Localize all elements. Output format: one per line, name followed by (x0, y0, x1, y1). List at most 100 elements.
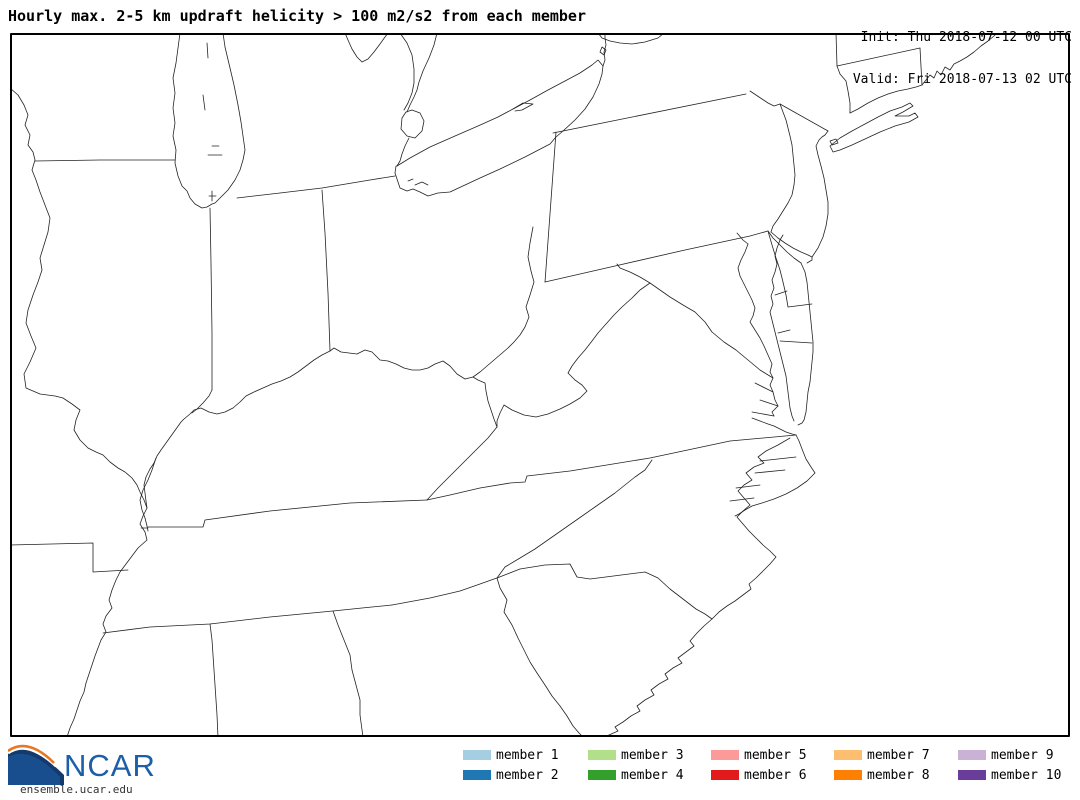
new-york-massachusetts-border (835, 33, 838, 67)
ontario-huron-shore (406, 33, 438, 113)
member-color-swatch (588, 770, 616, 780)
legend: member 1 member 2 member 3 member 4 member 5… (0, 748, 1080, 800)
weather-map (10, 33, 1070, 737)
member-color-swatch (958, 750, 986, 760)
legend-member-label: member 10 (991, 767, 1062, 783)
albemarle-pamlico-sounds (729, 456, 797, 502)
coastlines (602, 33, 998, 737)
tennessee-river (139, 457, 157, 532)
lake-michigan (172, 33, 246, 209)
legend-column: member 3 member 4 (588, 747, 684, 783)
legend-member-label: member 1 (496, 747, 559, 763)
map-svg (10, 33, 1070, 737)
member-color-swatch (834, 750, 862, 760)
run-time-info: Init: Thu 2018-07-12 00 UTC Valid: Fri 2… (853, 3, 1072, 101)
legend-member-label: member 8 (867, 767, 930, 783)
lake-ontario-shore (597, 33, 665, 45)
state-borders (10, 33, 923, 737)
connecticut-coast (849, 84, 923, 114)
new-york-pennsylvania-border (552, 93, 747, 134)
alabama-georgia-border (332, 610, 364, 737)
member-color-swatch (463, 750, 491, 760)
legend-member-label: member 3 (621, 747, 684, 763)
pennsylvania-ohio-border (544, 131, 557, 283)
legend-column: member 1 member 2 (463, 747, 559, 783)
illinois-indiana-border (209, 207, 213, 391)
legend-member-label: member 6 (744, 767, 807, 783)
new-jersey-coast (811, 130, 829, 258)
page-title: Hourly max. 2-5 km updraft helicity > 10… (8, 7, 586, 25)
mississippi-alabama-border (209, 623, 219, 737)
tennessee-north-carolina-border (496, 459, 653, 579)
mason-dixon-line (544, 230, 769, 283)
ncar-logo-icon (8, 744, 64, 785)
footer: NCAR ensemble.ucar.edu (0, 737, 1080, 800)
legend-column: member 7 member 8 (834, 747, 930, 783)
new-york-harbor-islands (829, 138, 839, 146)
michigan-south-border (236, 175, 396, 199)
map-frame-border (10, 33, 1070, 737)
legend-member-label: member 5 (744, 747, 807, 763)
lake-erie-north-shore (394, 59, 604, 174)
hampton-roads-shore (751, 417, 797, 436)
legend-column: member 5 member 6 (711, 747, 807, 783)
cape-may (806, 256, 813, 264)
chesapeake-west-shore (737, 243, 774, 379)
delmarva-atlantic-coast (797, 262, 814, 426)
detroit-river (396, 137, 410, 167)
legend-item: member 2 (463, 767, 559, 783)
member-color-swatch (958, 770, 986, 780)
long-point (512, 102, 534, 112)
chesapeake-west-shore-south (769, 377, 779, 417)
legend-item: member 7 (834, 747, 930, 763)
rivers (10, 87, 749, 737)
legend-item: member 5 (711, 747, 807, 763)
legend-item: member 3 (588, 747, 684, 763)
legend-item: member 6 (711, 767, 807, 783)
legend-member-label: member 2 (496, 767, 559, 783)
virginia-north-carolina-border (426, 434, 797, 501)
potomac-md-border (616, 263, 774, 379)
niagara-river (602, 33, 607, 67)
rhode-island-massachusetts-coast (921, 33, 998, 86)
saginaw-bay-coast (344, 33, 389, 63)
south-carolina-coast (602, 618, 713, 737)
michigan-thumb-coast (399, 33, 415, 111)
legend-member-label: member 4 (621, 767, 684, 783)
great-lakes (172, 33, 665, 209)
kentucky-tennessee-border (140, 499, 428, 529)
rappahannock-river (754, 382, 774, 393)
james-river (751, 411, 775, 417)
site-url: ensemble.ucar.edu (20, 783, 133, 796)
savannah-river-border (496, 577, 584, 737)
delaware-maryland-border (767, 230, 813, 308)
susquehanna-stub (736, 232, 749, 245)
delaware-river-upper (749, 90, 781, 107)
delaware-bay-de-shore (767, 230, 802, 264)
legend-item: member 10 (958, 767, 1062, 783)
west-virginia-virginia-border (496, 282, 651, 428)
nc-mainland-coast (711, 437, 791, 620)
member-color-swatch (463, 770, 491, 780)
chesapeake-east-inlets (774, 290, 791, 334)
mississippi-river (10, 87, 148, 737)
grand-island (599, 46, 607, 56)
legend-item: member 9 (958, 747, 1061, 763)
tennessee-south-border (102, 604, 393, 634)
lake-erie-islands (407, 178, 429, 186)
long-island (829, 102, 919, 153)
legend-item: member 8 (834, 767, 930, 783)
wabash-river (191, 389, 213, 414)
york-river (759, 399, 779, 407)
new-york-new-jersey-border (779, 103, 829, 132)
missouri-arkansas-border (10, 542, 129, 573)
legend-member-label: member 7 (867, 747, 930, 763)
lake-erie-south-shore (394, 65, 604, 197)
new-jersey-west-border (770, 103, 796, 233)
legend-item: member 1 (463, 747, 559, 763)
new-york-connecticut-border (836, 65, 851, 114)
maryland-virginia-delmarva-line (779, 340, 813, 344)
valid-time: Valid: Fri 2018-07-13 02 UTC (852, 72, 1072, 87)
legend-member-label: member 9 (991, 747, 1054, 763)
